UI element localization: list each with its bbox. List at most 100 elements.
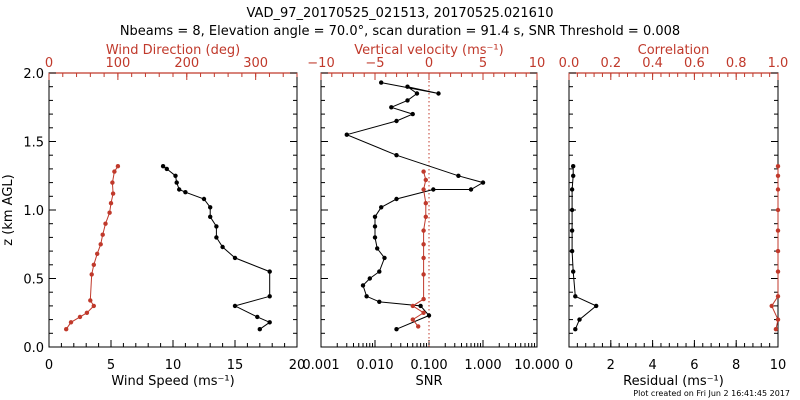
wind-wind-speed-point xyxy=(232,303,238,309)
wind-wind-speed-point xyxy=(201,196,207,202)
snr-xlabel-bottom: SNR xyxy=(415,374,442,389)
snr-snr-point xyxy=(394,196,399,202)
residual-correlation-point xyxy=(775,317,781,322)
wind-ylabel: z (km AGL) xyxy=(1,174,16,245)
residual-xtick-top-label: 1.0 xyxy=(768,56,789,71)
wind-xtick-top-label: 300 xyxy=(243,56,268,71)
panel-snr: 0.001 0.010 0.100 1.000 10.000 SNR −10 −5 0 5 10 Ve… xyxy=(302,43,559,389)
snr-snr-point xyxy=(405,98,410,103)
wind-wind-direction-point xyxy=(89,272,94,277)
plot-credit: Plot created on Fri Jun 2 16:41:45 2017 xyxy=(633,389,790,398)
wind-xtick-bottom-label: 15 xyxy=(227,358,244,373)
snr-vertical-velocity-point xyxy=(421,228,426,233)
residual-correlation-point xyxy=(775,269,781,274)
wind-xtick-bottom-label: 0 xyxy=(45,358,53,373)
wind-wind-speed-point xyxy=(267,269,272,274)
residual-residual-point xyxy=(571,164,576,169)
wind-wind-direction-point xyxy=(103,221,108,226)
snr-vertical-velocity-point xyxy=(421,255,426,261)
snr-vertical-velocity-point xyxy=(416,324,421,329)
residual-xtick-top-label: 0.6 xyxy=(684,56,705,71)
wind-xtick-bottom-label: 5 xyxy=(107,358,115,373)
snr-snr-point xyxy=(377,299,382,304)
snr-vertical-velocity-point xyxy=(421,296,426,302)
residual-correlation-point xyxy=(775,294,781,299)
snr-xtick-top-label: −10 xyxy=(307,56,334,71)
residual-plot-frame xyxy=(568,72,779,348)
wind-wind-direction-point xyxy=(98,242,103,247)
snr-vertical-velocity-point xyxy=(410,303,415,309)
wind-wind-speed-point xyxy=(160,164,166,169)
wind-wind-speed-point xyxy=(267,294,272,299)
snr-vertical-velocity-point xyxy=(421,242,426,247)
snr-vertical-velocity-point xyxy=(421,187,426,192)
snr-snr-point xyxy=(468,187,474,192)
snr-snr-point xyxy=(360,283,366,288)
residual-residual-line xyxy=(571,166,598,330)
residual-xtick-bottom-label: 8 xyxy=(732,358,740,373)
snr-snr-point xyxy=(375,246,380,251)
snr-vertical-velocity-point xyxy=(410,317,415,322)
residual-correlation-point xyxy=(775,187,781,192)
snr-snr-point xyxy=(405,84,410,89)
wind-plot-frame xyxy=(48,72,298,348)
residual-xtick-top-label: 0.4 xyxy=(642,56,663,71)
residual-xtick-top-label: 0.0 xyxy=(559,56,580,71)
wind-wind-speed-point xyxy=(255,314,260,320)
wind-wind-direction-point xyxy=(110,191,116,196)
wind-wind-speed-point xyxy=(214,224,219,229)
snr-snr-point xyxy=(372,235,378,240)
wind-ytick-label: 0.0 xyxy=(23,341,44,356)
snr-xtick-bottom-label: 0.100 xyxy=(410,358,447,373)
wind-wind-direction-point xyxy=(110,180,115,185)
snr-xtick-top-label: 0 xyxy=(425,56,433,71)
wind-wind-direction-point xyxy=(88,298,93,303)
wind-wind-speed-point xyxy=(267,320,272,325)
snr-snr-point xyxy=(364,294,369,299)
wind-xlabel-top: Wind Direction (deg) xyxy=(106,43,240,58)
wind-wind-direction-point xyxy=(108,201,114,206)
snr-snr-point xyxy=(394,327,399,332)
snr-snr-line xyxy=(345,82,485,330)
residual-xtick-bottom-label: 10 xyxy=(770,358,787,373)
snr-snr-point xyxy=(456,173,461,178)
wind-wind-direction-point xyxy=(112,169,117,174)
wind-wind-direction-point xyxy=(63,327,69,332)
wind-xtick-top-label: 200 xyxy=(174,56,199,71)
residual-correlation-point xyxy=(775,248,781,254)
wind-wind-speed-point xyxy=(183,190,188,195)
residual-xtick-top-label: 0.2 xyxy=(600,56,621,71)
wind-wind-speed-point xyxy=(177,187,182,192)
residual-correlation-point xyxy=(769,303,774,309)
panel-residual: 0 2 4 6 8 10 Residual (ms⁻¹) 0.0 0.2 0.4 0.6 0.8 1.0… xyxy=(559,43,789,389)
snr-snr-point xyxy=(436,91,441,96)
wind-wind-direction-point xyxy=(91,262,97,267)
wind-wind-direction-point xyxy=(107,210,112,215)
wind-wind-direction-point xyxy=(115,164,121,169)
residual-correlation-point xyxy=(773,327,779,332)
wind-wind-direction-point xyxy=(84,310,90,315)
residual-xtick-bottom-label: 2 xyxy=(607,358,615,373)
snr-vertical-velocity-point xyxy=(421,272,426,277)
snr-vertical-velocity-point xyxy=(421,169,426,174)
snr-snr-point xyxy=(394,118,399,124)
snr-xtick-bottom-label: 0.001 xyxy=(302,358,339,373)
snr-snr-point xyxy=(377,269,382,274)
wind-ytick-label: 0.5 xyxy=(23,273,44,288)
snr-snr-point xyxy=(344,132,349,137)
residual-residual-point xyxy=(571,173,576,178)
snr-vertical-velocity-point xyxy=(423,214,428,219)
wind-wind-speed-point xyxy=(174,180,179,185)
panel-wind: 0.0 0.5 1.0 1.5 2.0 z (km AGL) 0 5 10 15 20 Wind Sp… xyxy=(1,43,305,389)
residual-residual-point xyxy=(571,269,576,274)
wind-wind-speed-point xyxy=(232,255,238,261)
wind-wind-speed-point xyxy=(164,166,169,172)
residual-correlation-point xyxy=(775,173,781,178)
snr-vertical-velocity-point xyxy=(423,201,428,206)
wind-xlabel-bottom: Wind Speed (ms⁻¹) xyxy=(111,374,234,389)
residual-xtick-top-label: 0.8 xyxy=(726,56,747,71)
residual-residual-point xyxy=(569,207,575,213)
snr-snr-point xyxy=(379,205,384,210)
snr-xtick-top-label: −5 xyxy=(365,56,384,71)
